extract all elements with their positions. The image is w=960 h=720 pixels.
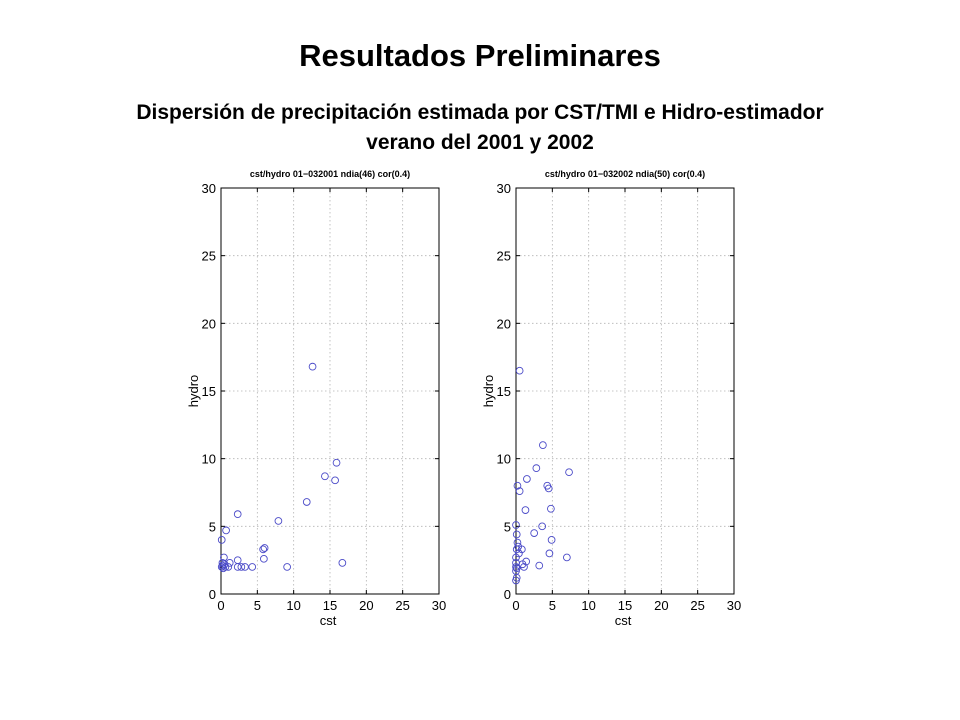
data-point [565, 468, 573, 477]
x-tick-label: 25 [395, 598, 409, 613]
y-tick-label: 20 [497, 316, 511, 331]
data-point [218, 559, 227, 567]
x-tick-label: 20 [359, 598, 373, 613]
data-point [512, 530, 521, 539]
data-point [535, 561, 544, 570]
data-point [515, 487, 524, 495]
data-point [217, 536, 226, 544]
data-point [222, 526, 230, 535]
data-point [241, 563, 249, 571]
data-point [237, 563, 246, 571]
x-tick-label: 0 [512, 598, 519, 613]
subtitle-line-1: Dispersión de precipitación estimada por… [136, 101, 824, 124]
data-point [545, 549, 554, 558]
y-tick-label: 25 [497, 249, 511, 264]
y-tick-label: 0 [504, 587, 511, 602]
data-point [512, 521, 520, 529]
x-axis-label: cst [320, 613, 337, 628]
x-tick-label: 5 [549, 598, 556, 613]
x-tick-label: 25 [690, 598, 704, 613]
x-tick-label: 30 [727, 598, 741, 613]
data-point [521, 506, 530, 514]
data-point [515, 366, 524, 375]
data-point [512, 559, 520, 567]
data-point [260, 554, 268, 563]
data-point [512, 576, 520, 585]
data-point [512, 563, 520, 571]
plot-title: cst/hydro 01−032002 ndia(50) cor(0.4) [545, 169, 705, 179]
slide-subtitle: Dispersión de precipitación estimada por… [30, 98, 930, 158]
data-point [538, 522, 547, 531]
y-tick-label: 5 [209, 519, 216, 534]
data-point [530, 529, 539, 537]
data-point [520, 563, 528, 571]
data-point [274, 517, 283, 525]
x-tick-label: 10 [286, 598, 300, 613]
data-point [225, 559, 234, 567]
y-tick-label: 15 [202, 384, 216, 399]
data-point [515, 549, 523, 558]
data-point [539, 441, 547, 449]
x-tick-label: 15 [618, 598, 632, 613]
data-point [532, 464, 541, 472]
data-point [283, 563, 291, 571]
data-point [260, 544, 269, 552]
y-tick-label: 20 [202, 316, 216, 331]
data-point [563, 553, 571, 562]
y-tick-label: 30 [497, 181, 511, 196]
data-point [522, 557, 531, 566]
plot-title: cst/hydro 01−032001 ndia(46) cor(0.4) [250, 169, 410, 179]
data-point [523, 475, 531, 483]
data-point [233, 556, 242, 565]
data-point [302, 498, 311, 506]
data-point [248, 563, 257, 571]
data-point [233, 510, 242, 519]
data-point [513, 481, 522, 490]
y-tick-label: 10 [497, 452, 511, 467]
x-tick-label: 5 [254, 598, 261, 613]
data-point [219, 564, 228, 573]
subtitle-line-2: verano del 2001 y 2002 [366, 131, 594, 154]
data-point [331, 476, 339, 485]
data-point [544, 484, 553, 493]
data-point [308, 362, 317, 371]
data-point [512, 553, 520, 562]
y-tick-label: 15 [497, 384, 511, 399]
data-point [332, 458, 341, 467]
data-point [217, 563, 226, 571]
data-point [547, 536, 556, 544]
x-tick-label: 10 [581, 598, 595, 613]
y-tick-label: 30 [202, 181, 216, 196]
y-tick-label: 5 [504, 519, 511, 534]
x-tick-label: 30 [432, 598, 446, 613]
data-point [321, 472, 329, 481]
y-axis-label: hydro [186, 375, 201, 408]
x-tick-label: 15 [323, 598, 337, 613]
y-axis-label: hydro [481, 375, 496, 408]
y-tick-label: 10 [202, 452, 216, 467]
y-tick-label: 0 [209, 587, 216, 602]
scatter-plot-2001: cst/hydro 01−032001 ndia(46) cor(0.4) 0 5 1… [186, 169, 446, 628]
data-point [547, 504, 555, 513]
data-point [338, 559, 347, 567]
data-point [259, 545, 267, 554]
x-axis-label: cst [615, 613, 632, 628]
y-tick-label: 25 [202, 249, 216, 264]
x-tick-label: 0 [217, 598, 224, 613]
scatter-plot-2002: cst/hydro 01−032002 ndia(50) cor(0.4) 0 5 1… [481, 169, 741, 628]
x-tick-label: 20 [654, 598, 668, 613]
slide-title: Resultados Preliminares [299, 38, 661, 73]
data-point [517, 545, 526, 554]
